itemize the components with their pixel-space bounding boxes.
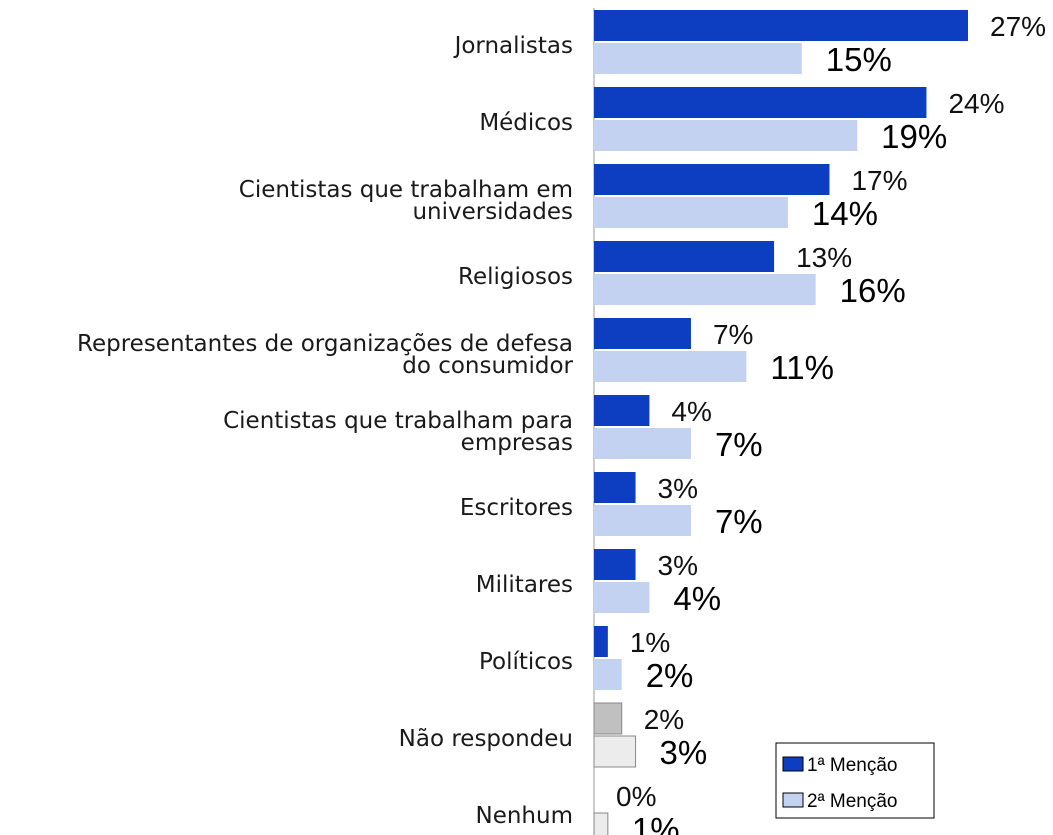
data-label-religiosos-series-2: 16% [840, 272, 906, 309]
data-label-jornalistas-series-1: 27% [990, 11, 1046, 42]
bar-politicos-series-1 [594, 626, 608, 657]
bar-militares-series-2 [594, 582, 650, 613]
bar-nao-respondeu-series-1 [593, 702, 623, 735]
category-label-nenhum: Nenhum [476, 803, 574, 829]
data-label-politicos-series-2: 2% [646, 657, 694, 694]
data-label-escritores-series-1: 3% [658, 473, 698, 504]
bar-cientistas-que-trabalham-para-empresas-series-2 [594, 428, 691, 459]
data-label-cientistas-que-trabalham-em-universidades-series-1: 17% [851, 165, 907, 196]
category-label-jornalistas: Jornalistas [453, 33, 573, 59]
legend-label-2a-mencao: 2ª Menção [807, 791, 897, 812]
category-label-militares: Militares [476, 572, 573, 598]
data-label-medicos-series-2: 19% [881, 118, 947, 155]
category-label-religiosos: Religiosos [458, 264, 573, 290]
data-label-nao-respondeu-series-1: 2% [644, 704, 684, 735]
data-label-politicos-series-1: 1% [630, 627, 670, 658]
data-label-nenhum-series-1: 0% [616, 781, 656, 812]
category-label-cientistas-que-trabalham-em-universidades: Cientistas que trabalham em universidades [239, 177, 573, 225]
bar-militares-series-1 [594, 549, 636, 580]
legend-swatch-1a-mencao [782, 756, 804, 772]
data-label-cientistas-que-trabalham-para-empresas-series-2: 7% [715, 426, 763, 463]
bar-nao-respondeu-series-2 [593, 735, 637, 768]
bar-cientistas-que-trabalham-em-universidades-series-1 [594, 164, 830, 195]
category-label-representantes-de-organizacoes-de-defesa-do-consumidor: Representantes de organizações de defesa… [77, 331, 574, 379]
bar-cientistas-que-trabalham-em-universidades-series-2 [594, 197, 788, 228]
data-label-jornalistas-series-2: 15% [826, 41, 892, 78]
legend-label-1a-mencao: 1ª Menção [807, 755, 897, 776]
bar-medicos-series-1 [594, 87, 927, 118]
data-label-medicos-series-1: 24% [948, 88, 1004, 119]
bar-religiosos-series-1 [594, 241, 775, 272]
bar-nenhum-series-2 [593, 812, 609, 835]
category-label-medicos: Médicos [479, 110, 573, 136]
bar-cientistas-que-trabalham-para-empresas-series-1 [594, 395, 650, 426]
data-label-cientistas-que-trabalham-para-empresas-series-1: 4% [671, 396, 711, 427]
category-label-politicos: Políticos [479, 649, 573, 675]
legend: 1ª Menção 2ª Menção [775, 742, 935, 819]
data-label-religiosos-series-1: 13% [796, 242, 852, 273]
bar-jornalistas-series-2 [594, 43, 802, 74]
bar-representantes-de-organizacoes-de-defesa-do-consumidor-series-2 [594, 351, 747, 382]
labels-layer: 27% 15% Jornalistas 24%19% Médicos 17%14% Cien… [77, 11, 1046, 835]
category-label-escritores: Escritores [460, 495, 573, 521]
data-label-cientistas-que-trabalham-em-universidades-series-2: 14% [812, 195, 878, 232]
bar-jornalistas-series-1 [594, 10, 968, 41]
legend-swatch-2a-mencao [782, 792, 804, 808]
data-label-nenhum-series-2: 1% [632, 811, 680, 835]
data-label-militares-series-1: 3% [658, 550, 698, 581]
data-label-nao-respondeu-series-2: 3% [660, 734, 708, 771]
bar-medicos-series-2 [594, 120, 858, 151]
bar-religiosos-series-2 [594, 274, 816, 305]
data-label-representantes-de-organizacoes-de-defesa-do-consumidor-series-2: 11% [770, 349, 834, 386]
bar-politicos-series-2 [594, 659, 622, 690]
bars-layer [593, 10, 968, 835]
data-label-militares-series-2: 4% [673, 580, 721, 617]
category-label-cientistas-que-trabalham-para-empresas: Cientistas que trabalham para empresas [223, 408, 573, 456]
bar-escritores-series-1 [594, 472, 636, 503]
bar-representantes-de-organizacoes-de-defesa-do-consumidor-series-1 [594, 318, 691, 349]
data-label-escritores-series-2: 7% [715, 503, 763, 540]
bar-escritores-series-2 [594, 505, 691, 536]
data-label-representantes-de-organizacoes-de-defesa-do-consumidor-series-1: 7% [713, 319, 753, 350]
category-label-nao-respondeu: Não respondeu [399, 726, 573, 752]
